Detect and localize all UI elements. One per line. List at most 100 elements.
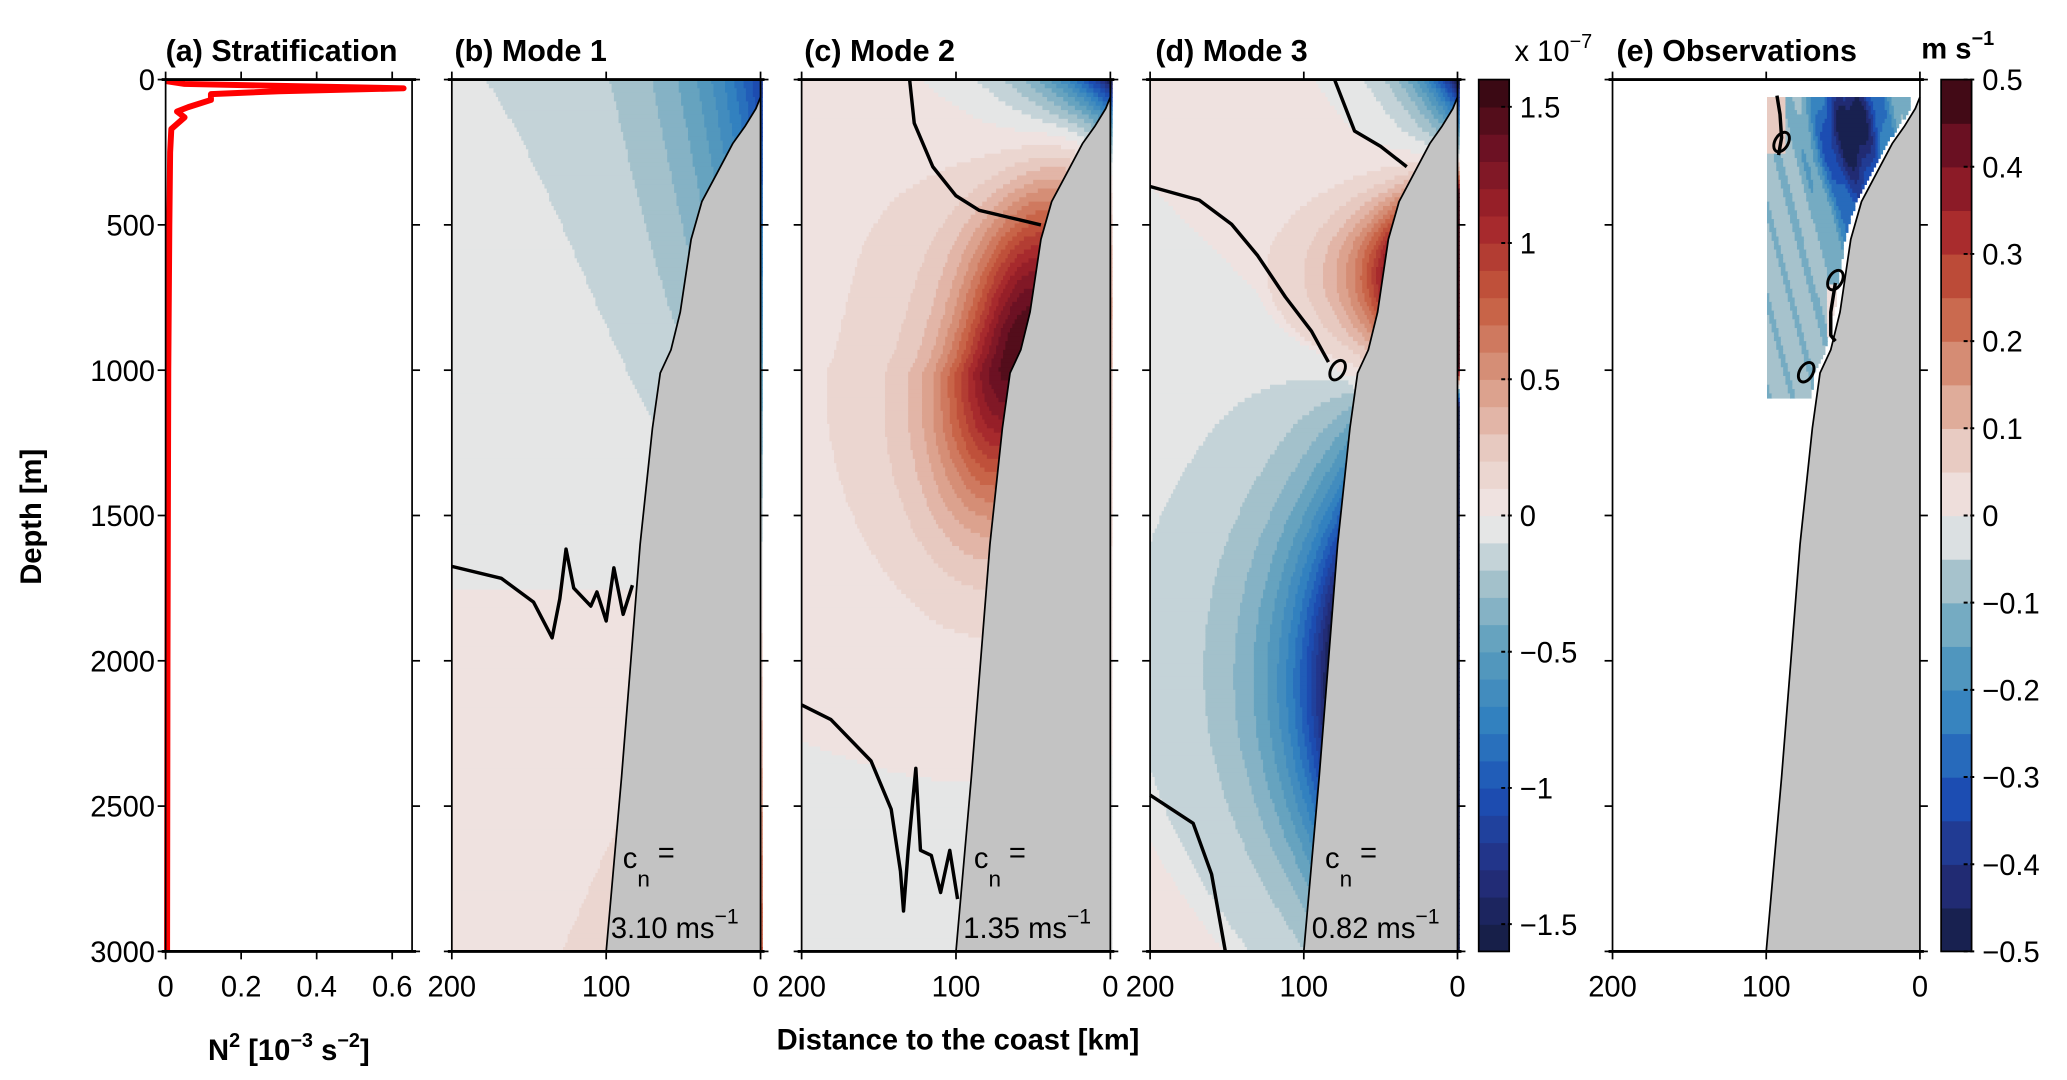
contour-band-cell (801, 824, 1113, 831)
contour-band-cell (1297, 589, 1306, 595)
contour-band-cell (1240, 511, 1271, 517)
contour-band-cell (1274, 602, 1287, 608)
contour-band-cell (1371, 88, 1393, 94)
contour-band-cell (868, 232, 937, 238)
contour-band-cell (977, 301, 986, 308)
contour-band-cell (1346, 219, 1361, 225)
contour-band-cell (1329, 445, 1345, 451)
contour-band-cell (1323, 280, 1338, 286)
contour-band-cell (954, 389, 963, 395)
contour-band-cell (451, 402, 645, 408)
contour-band-cell (1325, 646, 1331, 652)
contour-band-cell (451, 681, 703, 687)
contour-band-cell (1205, 624, 1239, 630)
contour-band-cell (1244, 397, 1331, 403)
contour-band-cell (1318, 589, 1324, 595)
contour-band-cell (801, 437, 831, 443)
contour-band-cell (1023, 236, 1055, 242)
contour-band-cell (843, 484, 898, 491)
contour-band-cell (801, 750, 833, 757)
contour-band-cell (623, 358, 689, 364)
contour-band-cell (657, 110, 685, 116)
contour-band-cell (1212, 585, 1246, 591)
contour-band-cell (1364, 310, 1373, 316)
contour-band-cell (972, 371, 981, 377)
contour-band-cell (657, 105, 685, 111)
contour-band-cell (801, 833, 1113, 839)
contour-band-cell (970, 362, 979, 369)
contour-band-cell (801, 101, 953, 107)
contour-band-cell (681, 219, 708, 225)
contour-band-cell (924, 437, 937, 443)
contour-band-cell (947, 354, 958, 360)
contour-band-cell (1240, 602, 1262, 608)
contour-band-cell (1265, 463, 1299, 469)
contour-band-cell (1091, 110, 1102, 116)
contour-band-cell (871, 227, 940, 233)
contour-band-cell (1003, 210, 1018, 216)
contour-band-cell (556, 210, 643, 216)
contour-band-cell (894, 476, 919, 482)
contour-band-cell (451, 846, 608, 852)
contour-band-cell (549, 192, 638, 199)
contour-band-cell (1077, 79, 1085, 85)
contour-band-cell (1235, 650, 1255, 656)
contour-band-cell (949, 288, 960, 294)
contour-band-cell (660, 123, 687, 129)
contour-band-cell (1150, 480, 1179, 486)
contour-band-cell (1150, 532, 1154, 539)
contour-band-cell (1424, 79, 1430, 85)
contour-band-cell (1104, 79, 1109, 85)
contour-band-cell (1316, 663, 1322, 669)
contour-band-cell (801, 498, 847, 504)
contour-band-cell (975, 293, 984, 299)
contour-band-cell (662, 280, 699, 286)
contour-band-cell (801, 349, 835, 355)
contour-band-cell (884, 402, 909, 408)
contour-band-cell (984, 306, 990, 312)
contour-band-cell (1159, 519, 1237, 526)
contour-band-cell (1086, 92, 1095, 98)
contour-band-cell (1150, 123, 1350, 129)
contour-band-cell (968, 288, 977, 294)
contour-band-cell (861, 532, 916, 539)
contour-band-cell (1442, 105, 1449, 111)
contour-band-cell (801, 515, 856, 521)
contour-band-cell (451, 641, 745, 648)
contour-band-cell (699, 88, 715, 94)
contour-band-cell (1276, 589, 1290, 595)
contour-band-cell (801, 820, 1113, 826)
contour-band-cell (933, 428, 944, 434)
contour-band-cell (1438, 79, 1444, 85)
contour-band-cell (1189, 223, 1285, 229)
contour-band-cell (1442, 114, 1449, 120)
contour-band-cell (808, 742, 1113, 748)
contour-band-cell (1297, 419, 1334, 425)
contour-band-cell (1318, 641, 1324, 648)
contour-band-cell (1005, 245, 1016, 251)
contour-band-cell (827, 371, 886, 377)
contour-band-cell (801, 149, 1002, 155)
contour-band-cell (611, 336, 680, 342)
contour-band-cell (1325, 511, 1334, 517)
contour-band-cell (996, 188, 1016, 194)
contour-band-cell (1364, 297, 1373, 303)
contour-band-cell (1182, 471, 1262, 478)
contour-band-cell (1203, 236, 1276, 242)
contour-band-cell (1269, 624, 1283, 630)
contour-band-cell (1346, 267, 1357, 273)
contour-band-cell (1325, 258, 1338, 264)
contour-band-cell (1320, 654, 1327, 661)
contour-band-cell (926, 362, 937, 369)
contour-band-cell (1376, 249, 1382, 255)
contour-band-cell (1320, 659, 1327, 665)
contour-band-cell (1084, 118, 1095, 124)
contour-band-cell (451, 859, 601, 866)
contour-band-cell (1150, 271, 1239, 277)
contour-band-cell (623, 136, 664, 142)
contour-band-cell (1203, 650, 1237, 656)
contour-band-cell (697, 184, 717, 190)
contour-band-cell (701, 101, 717, 107)
contour-band-cell (1150, 380, 1287, 386)
contour-band-cell (1093, 105, 1102, 111)
